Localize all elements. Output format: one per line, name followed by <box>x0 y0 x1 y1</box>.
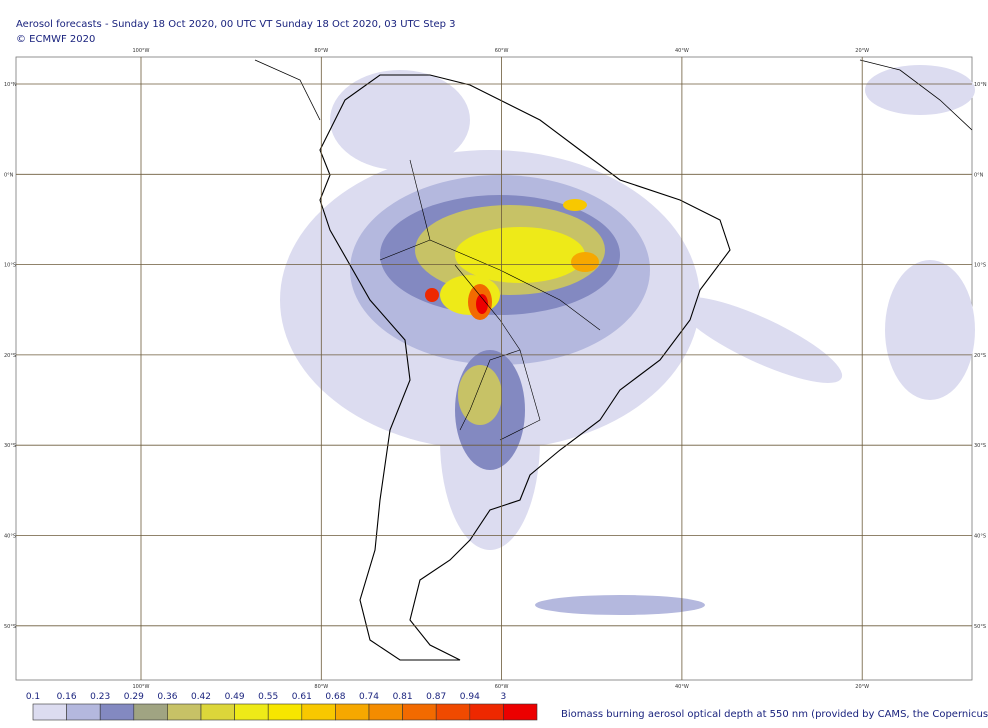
aerosol-area <box>571 252 599 272</box>
legend-swatch <box>66 703 101 721</box>
longitude-label: 20°W <box>855 684 869 690</box>
legend-swatch <box>167 703 202 721</box>
latitude-label: 30°S <box>974 443 986 449</box>
graticule: 100°W 100°W 80°W 80°W 60°W 60°W 40°W 40°W 20°W 20… <box>4 48 987 690</box>
legend-swatch <box>435 703 471 721</box>
latitude-label: 0°N <box>4 172 14 178</box>
legend-swatch <box>200 703 235 721</box>
aerosol-area <box>330 70 470 170</box>
longitude-label: 60°W <box>495 684 509 690</box>
longitude-label: 80°W <box>314 684 328 690</box>
coastline <box>319 74 731 661</box>
latitude-label: 10°S <box>4 263 16 269</box>
legend-swatch <box>99 703 135 721</box>
legend-swatch <box>267 703 303 721</box>
longitude-label: 100°W <box>133 48 150 54</box>
legend: 0.1 0.16 0.23 0.29 0.36 0.42 0.49 0.55 0.61 0.68 0… <box>26 692 538 721</box>
aerosol-area <box>865 65 975 115</box>
aerosol-area <box>476 294 488 314</box>
longitude-label: 100°W <box>133 684 150 690</box>
latitude-label: 40°S <box>974 534 986 540</box>
legend-swatch <box>133 703 168 721</box>
aerosol-area <box>885 260 975 400</box>
legend-swatch <box>301 703 336 721</box>
longitude-label: 60°W <box>495 48 509 54</box>
aerosol-area <box>677 297 843 383</box>
legend-level: 0.36 <box>157 692 177 702</box>
legend-caption: Biomass burning aerosol optical depth at… <box>561 709 988 720</box>
legend-level: 0.55 <box>258 692 278 702</box>
aerosol-area <box>535 595 705 615</box>
legend-level: 0.74 <box>359 692 379 702</box>
latitude-label: 50°S <box>974 624 986 630</box>
legend-swatch <box>402 703 437 721</box>
legend-swatch <box>368 703 403 721</box>
aerosol-area <box>455 227 585 283</box>
longitude-label: 20°W <box>855 48 869 54</box>
legend-swatch <box>335 703 370 721</box>
latitude-label: 20°S <box>4 353 16 359</box>
legend-swatch <box>503 703 538 721</box>
legend-level: 0.81 <box>393 692 413 702</box>
latitude-label: 0°N <box>974 172 984 178</box>
latitude-label: 10°N <box>4 82 17 88</box>
legend-level: 0.29 <box>124 692 144 702</box>
legend-level: 0.42 <box>191 692 211 702</box>
legend-swatch <box>234 703 269 721</box>
latitude-label: 40°S <box>4 534 16 540</box>
legend-level: 0.16 <box>57 692 77 702</box>
longitude-label: 40°W <box>675 684 689 690</box>
longitude-label: 80°W <box>314 48 328 54</box>
legend-level: 0.49 <box>225 692 245 702</box>
aerosol-area <box>425 288 439 302</box>
legend-level: 0.1 <box>26 692 40 702</box>
aerosol-area <box>563 199 587 211</box>
legend-level: 0.61 <box>292 692 312 702</box>
title: Aerosol forecasts - Sunday 18 Oct 2020, … <box>16 19 456 30</box>
latitude-label: 10°S <box>974 263 986 269</box>
aerosol-area <box>458 365 502 425</box>
coastline <box>254 59 973 131</box>
legend-level: 0.68 <box>325 692 345 702</box>
latitude-label: 30°S <box>4 443 16 449</box>
aerosol-field <box>280 65 975 615</box>
legend-swatch <box>32 703 67 721</box>
legend-level: 0.87 <box>426 692 446 702</box>
map <box>15 56 975 681</box>
latitude-label: 50°S <box>4 624 16 630</box>
longitude-label: 40°W <box>675 48 689 54</box>
latitude-label: 20°S <box>974 353 986 359</box>
borders <box>379 159 601 441</box>
legend-swatch <box>469 703 504 721</box>
legend-level: 0.94 <box>460 692 480 702</box>
legend-level: 0.23 <box>90 692 110 702</box>
legend-level: 3 <box>501 692 507 702</box>
copyright: © ECMWF 2020 <box>16 34 95 45</box>
latitude-label: 10°N <box>974 82 987 88</box>
